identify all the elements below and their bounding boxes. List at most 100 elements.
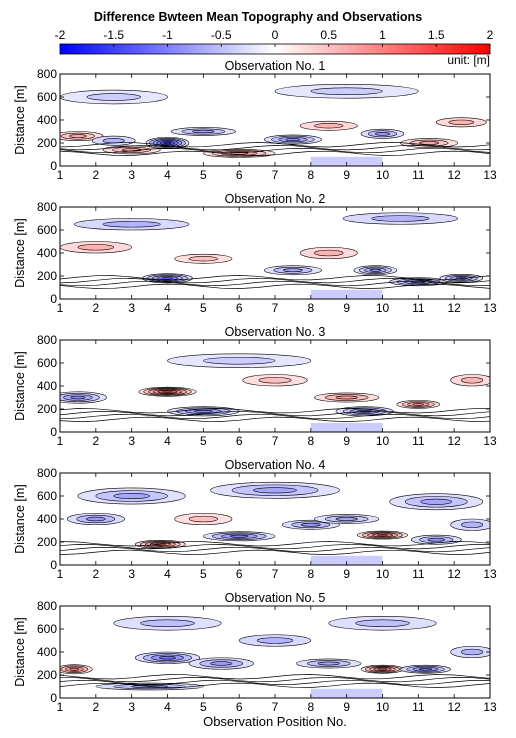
x-tick-label: 5 [200,700,207,714]
contour-level [310,87,383,96]
x-tick-label: 11 [412,434,425,448]
x-tick-label: 11 [412,567,425,581]
y-tick-label: 0 [50,691,57,705]
y-tick-label: 200 [37,402,57,416]
x-tick-label: 3 [128,301,135,315]
contour-level [418,667,433,671]
contour-level [163,141,172,145]
x-tick-label: 7 [272,700,279,714]
no-data-region [310,555,383,565]
x-tick-label: 13 [483,434,497,448]
x-tick-label: 5 [200,567,207,581]
x-tick-label: 8 [307,567,314,581]
x-tick-label: 1 [57,700,64,714]
x-tick-label: 2 [92,700,99,714]
x-tick-label: 4 [164,567,171,581]
contour-line [60,275,490,281]
y-tick-label: 200 [37,136,57,150]
contour-line [60,682,490,688]
contour-line [60,541,490,547]
y-tick-label: 400 [37,379,57,393]
x-tick-label: 4 [164,700,171,714]
contour-level [85,516,106,522]
contour-level [69,667,80,671]
panel-plot-area [60,74,490,166]
x-tick-label: 12 [447,700,461,714]
colorbar-ticks: -2 -1.5 -1 -0.5 0 0.5 1 1.5 2 [55,28,494,47]
contour-level [188,256,218,262]
contour-line [60,277,490,284]
contour-level [283,268,303,273]
x-tick-label: 13 [483,700,497,714]
y-tick-label: 400 [37,113,57,127]
colorbar-tick-label: 2 [487,28,494,42]
x-tick-label: 1 [57,301,64,315]
contour-level [256,637,294,644]
x-tick-label: 7 [272,434,279,448]
x-tick-label: 5 [200,301,207,315]
x-tick-label: 2 [92,434,99,448]
x-tick-label: 4 [164,168,171,182]
panel-plot-area [60,207,490,299]
contour-level [300,522,321,527]
panel-title: Observation No. 3 [225,325,326,339]
contour-line [60,150,490,156]
colorbar-tick-label: 0 [272,28,279,42]
contour-level [461,648,484,656]
x-tick-label: 9 [343,301,350,315]
contour-line [60,142,490,148]
x-tick-label: 1 [57,168,64,182]
x-tick-label: 12 [447,567,461,581]
x-tick-label: 10 [376,567,390,581]
contour-line [60,147,490,154]
contour-level [113,493,150,499]
contour-line [60,679,490,686]
contour-line [60,549,490,555]
x-tick-label: 4 [164,301,171,315]
no-data-region [310,422,383,432]
x-tick-label: 10 [376,700,390,714]
x-tick-label: 12 [447,434,461,448]
colorbar-unit-label: unit: [m] [447,53,490,67]
contour-level [77,244,115,251]
y-tick-label: 800 [37,67,57,81]
contour-level [86,93,141,101]
x-tick-label: 8 [307,700,314,714]
contour-level [203,356,276,365]
x-axis-label: Observation Position No. [203,714,347,729]
contour-line [60,144,490,151]
x-tick-label: 12 [447,168,461,182]
y-tick-label: 800 [37,333,57,347]
contour-level [140,619,195,627]
x-tick-label: 6 [236,700,243,714]
y-tick-label: 600 [37,356,57,370]
contour-level [102,138,125,144]
contour-level [253,487,297,494]
colorbar-tick-label: -1 [162,28,173,42]
contour-level [335,517,358,521]
y-tick-label: 0 [50,159,57,173]
x-tick-label: 11 [412,700,425,714]
colorbar-tick-label: -0.5 [211,28,232,42]
x-tick-label: 11 [412,168,425,182]
y-tick-label: 0 [50,558,57,572]
x-tick-label: 5 [200,168,207,182]
contour-level [102,221,161,228]
x-tick-label: 4 [164,434,171,448]
contour-line [60,674,490,680]
contour-level [427,537,445,542]
y-axis-label: Distance [m] [13,351,27,420]
x-tick-label: 3 [128,434,135,448]
x-tick-label: 11 [412,301,425,315]
contour-level [159,656,176,660]
x-tick-label: 10 [376,301,390,315]
colorbar-tick-label: -1.5 [103,28,124,42]
contour-level [355,619,410,627]
x-tick-label: 2 [92,567,99,581]
contour-level [419,141,439,145]
panel-5: Observation No. 51 2 3 4 5 6 7 8 9 10 11 12 13020040… [13,591,497,714]
x-tick-label: 9 [343,567,350,581]
contour-level [412,403,425,406]
panel-1: Observation No. 11 2 3 4 5 6 7 8 9 10 11 12 13020040… [13,59,497,182]
